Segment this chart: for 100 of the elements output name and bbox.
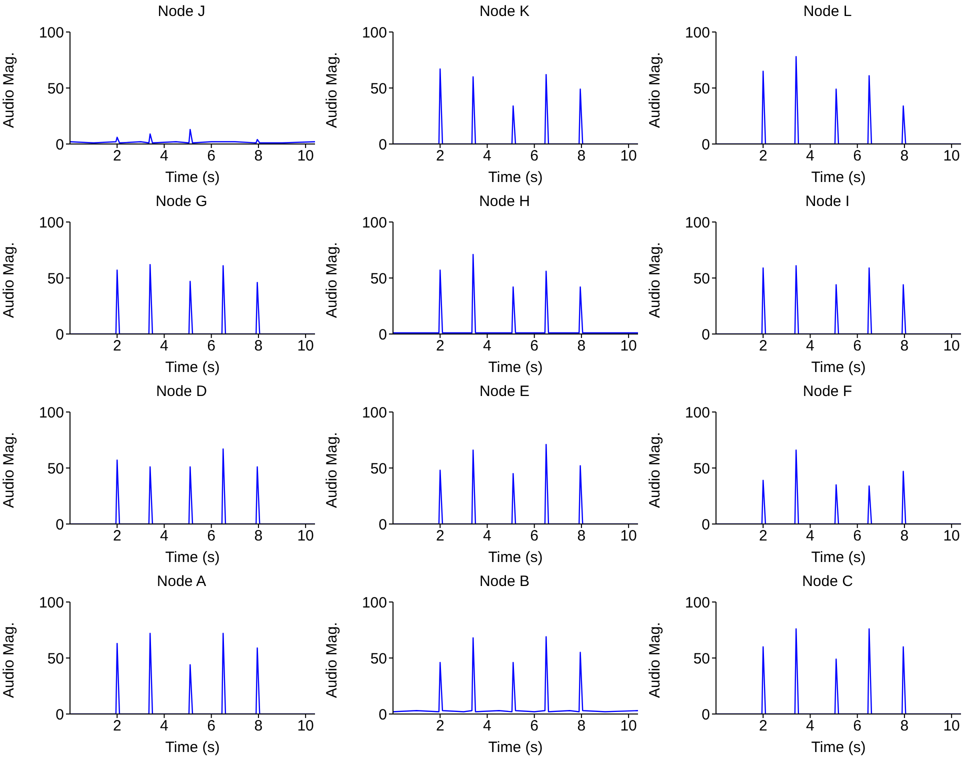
- x-tick-label: 4: [160, 148, 168, 165]
- x-tick-label: 8: [254, 718, 263, 735]
- x-tick-label: 8: [254, 528, 263, 545]
- x-tick-label: 4: [483, 338, 492, 355]
- x-tick-label: 6: [530, 718, 539, 735]
- x-tick-label: 2: [758, 718, 768, 735]
- x-tick-label: 4: [160, 718, 168, 735]
- y-tick-label: 50: [47, 270, 64, 288]
- y-tick-label: 0: [702, 136, 710, 154]
- x-tick-label: 6: [530, 338, 539, 355]
- y-tick-label: 100: [684, 404, 710, 422]
- chart-title: Node H: [478, 192, 531, 212]
- y-tick-label: 0: [702, 706, 710, 724]
- x-tick-label: 10: [620, 148, 637, 165]
- x-tick-label: 2: [112, 338, 122, 355]
- y-tick-label: 100: [38, 404, 64, 422]
- y-tick-label: 100: [684, 594, 710, 612]
- y-tick-label: 0: [378, 326, 387, 344]
- y-axis-title: Audio Mag.: [323, 52, 340, 128]
- x-tick-label: 8: [254, 338, 263, 355]
- x-tick-label: 4: [160, 338, 168, 355]
- x-axis-title: Time (s): [811, 359, 866, 376]
- x-axis-title: Time (s): [811, 169, 866, 186]
- y-axis-title: Audio Mag.: [646, 52, 664, 128]
- y-tick-label: 100: [362, 594, 387, 612]
- x-tick-label: 10: [620, 718, 637, 735]
- y-tick-label: 100: [38, 24, 64, 42]
- y-tick-label: 0: [378, 706, 387, 724]
- y-tick-label: 50: [47, 80, 64, 98]
- y-axis-title: Audio Mag.: [323, 432, 340, 508]
- y-tick-label: 50: [693, 80, 710, 98]
- x-tick-label: 8: [900, 528, 909, 545]
- x-tick-label: 8: [577, 718, 586, 735]
- y-axis-title: Audio Mag.: [323, 622, 340, 698]
- x-tick-label: 4: [483, 718, 492, 735]
- y-tick-label: 50: [47, 460, 64, 478]
- y-tick-label: 0: [56, 326, 64, 344]
- x-tick-label: 8: [900, 338, 909, 355]
- y-tick-label: 50: [693, 460, 710, 478]
- y-tick-label: 0: [702, 326, 710, 344]
- chart-title: Node B: [478, 572, 531, 592]
- x-tick-label: 2: [112, 148, 122, 165]
- x-axis-title: Time (s): [165, 359, 220, 376]
- y-axis-title: Audio Mag.: [0, 52, 18, 128]
- y-tick-label: 0: [56, 516, 64, 534]
- x-tick-label: 10: [620, 338, 637, 355]
- x-tick-label: 4: [806, 338, 814, 355]
- x-tick-label: 6: [207, 338, 216, 355]
- y-tick-label: 50: [370, 80, 387, 98]
- x-axis-title: Time (s): [811, 739, 866, 756]
- chart-title: Node G: [154, 192, 208, 212]
- x-tick-label: 10: [620, 528, 637, 545]
- x-tick-label: 6: [853, 338, 862, 355]
- x-tick-label: 10: [297, 718, 314, 735]
- chart-title: Node F: [802, 382, 854, 402]
- x-tick-label: 2: [758, 338, 768, 355]
- x-axis-title: Time (s): [811, 549, 866, 566]
- x-tick-label: 4: [160, 528, 168, 545]
- chart-title: Node J: [156, 2, 206, 22]
- y-axis-title: Audio Mag.: [0, 622, 18, 698]
- x-tick-label: 10: [943, 338, 960, 355]
- x-axis-title: Time (s): [488, 169, 543, 186]
- x-tick-label: 10: [297, 338, 314, 355]
- chart-title: Node C: [801, 572, 854, 592]
- y-tick-label: 100: [684, 24, 710, 42]
- x-tick-label: 8: [577, 528, 586, 545]
- x-tick-label: 4: [806, 148, 814, 165]
- y-tick-label: 50: [47, 650, 64, 668]
- chart-title: Node D: [155, 382, 208, 402]
- x-tick-label: 8: [577, 148, 586, 165]
- x-tick-label: 4: [806, 718, 814, 735]
- y-tick-label: 100: [362, 24, 387, 42]
- x-tick-label: 10: [297, 148, 314, 165]
- y-tick-label: 100: [38, 214, 64, 232]
- x-tick-label: 8: [577, 338, 586, 355]
- chart-title: Node I: [804, 192, 851, 212]
- x-tick-label: 10: [943, 718, 960, 735]
- y-tick-label: 50: [370, 270, 387, 288]
- y-axis-title: Audio Mag.: [0, 432, 18, 508]
- y-tick-label: 100: [362, 214, 387, 232]
- y-tick-label: 0: [378, 136, 387, 154]
- x-axis-title: Time (s): [165, 739, 220, 756]
- y-axis-title: Audio Mag.: [646, 622, 664, 698]
- x-tick-label: 6: [530, 148, 539, 165]
- x-tick-label: 2: [758, 528, 768, 545]
- chart-title: Node A: [156, 572, 208, 592]
- x-tick-label: 4: [806, 528, 814, 545]
- x-axis-title: Time (s): [488, 739, 543, 756]
- y-tick-label: 0: [56, 706, 64, 724]
- x-tick-label: 2: [436, 528, 444, 545]
- x-tick-label: 10: [297, 528, 314, 545]
- x-tick-label: 2: [112, 528, 122, 545]
- chart-title: Node E: [478, 382, 531, 402]
- y-tick-label: 0: [378, 516, 387, 534]
- x-tick-label: 6: [207, 718, 216, 735]
- x-tick-label: 2: [436, 148, 444, 165]
- x-axis-title: Time (s): [488, 549, 543, 566]
- y-axis-title: Audio Mag.: [646, 432, 664, 508]
- y-tick-label: 0: [56, 136, 64, 154]
- y-axis-title: Audio Mag.: [646, 242, 664, 318]
